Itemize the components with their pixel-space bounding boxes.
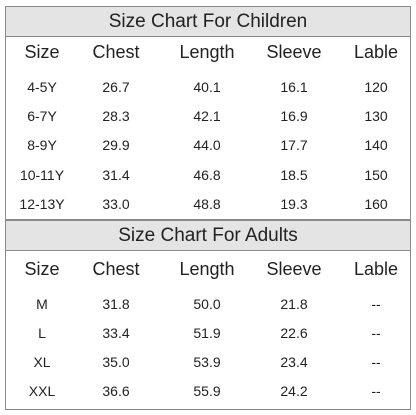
cell-lable: --	[371, 325, 381, 341]
cell-lable: 140	[364, 137, 388, 153]
cell-sleeve: 16.9	[280, 108, 308, 124]
children-table-title: Size Chart For Children	[6, 7, 410, 37]
cell-length: 42.1	[193, 108, 221, 124]
cell-size: 4-5Y	[27, 79, 57, 95]
cell-sleeve: 19.3	[280, 196, 308, 212]
adults-size-table: Size Chart For Adults Size Chest Length …	[6, 221, 410, 409]
cell-length: 53.9	[193, 354, 221, 370]
cell-size: 8-9Y	[27, 137, 57, 153]
section-divider	[6, 219, 410, 221]
cell-size: 10-11Y	[19, 167, 65, 183]
cell-lable: 150	[364, 167, 388, 183]
adults-table-title: Size Chart For Adults	[6, 221, 410, 251]
header-size: Size	[24, 259, 60, 279]
cell-lable: --	[371, 354, 381, 370]
header-length: Length	[179, 42, 235, 62]
header-length: Length	[179, 259, 235, 279]
cell-chest: 31.8	[102, 296, 130, 312]
cell-chest: 33.4	[102, 325, 130, 341]
cell-sleeve: 23.4	[280, 354, 308, 370]
header-size: Size	[24, 42, 60, 62]
cell-sleeve: 22.6	[280, 325, 308, 341]
cell-length: 44.0	[193, 137, 221, 153]
cell-lable: 160	[364, 196, 388, 212]
cell-size: XL	[33, 354, 51, 370]
header-sleeve: Sleeve	[266, 42, 322, 62]
cell-length: 46.8	[193, 167, 221, 183]
header-sleeve: Sleeve	[266, 259, 322, 279]
cell-sleeve: 16.1	[280, 79, 308, 95]
cell-size: XXL	[28, 383, 56, 399]
cell-sleeve: 21.8	[280, 296, 308, 312]
header-chest: Chest	[92, 259, 140, 279]
header-lable: Lable	[353, 259, 399, 279]
cell-sleeve: 17.7	[280, 137, 308, 153]
cell-chest: 35.0	[102, 354, 130, 370]
cell-chest: 28.3	[102, 108, 130, 124]
cell-sleeve: 24.2	[280, 383, 308, 399]
cell-chest: 26.7	[102, 79, 130, 95]
cell-lable: --	[371, 383, 381, 399]
cell-sleeve: 18.5	[280, 167, 308, 183]
header-lable: Lable	[353, 42, 399, 62]
header-chest: Chest	[92, 42, 140, 62]
cell-length: 51.9	[193, 325, 221, 341]
cell-chest: 36.6	[102, 383, 130, 399]
cell-size: L	[38, 325, 46, 341]
children-size-table: Size Chart For Children Size Chest Lengt…	[6, 7, 410, 219]
cell-chest: 29.9	[102, 137, 130, 153]
cell-lable: --	[371, 296, 381, 312]
size-chart: Size Chart For Children Size Chest Lengt…	[5, 6, 411, 410]
cell-lable: 130	[364, 108, 388, 124]
cell-length: 48.8	[193, 196, 221, 212]
cell-chest: 31.4	[102, 167, 130, 183]
cell-size: 12-13Y	[19, 196, 65, 212]
cell-length: 50.0	[193, 296, 221, 312]
cell-length: 55.9	[193, 383, 221, 399]
cell-lable: 120	[364, 79, 388, 95]
cell-length: 40.1	[193, 79, 221, 95]
cell-chest: 33.0	[102, 196, 130, 212]
cell-size: 6-7Y	[27, 108, 57, 124]
cell-size: M	[36, 296, 48, 312]
